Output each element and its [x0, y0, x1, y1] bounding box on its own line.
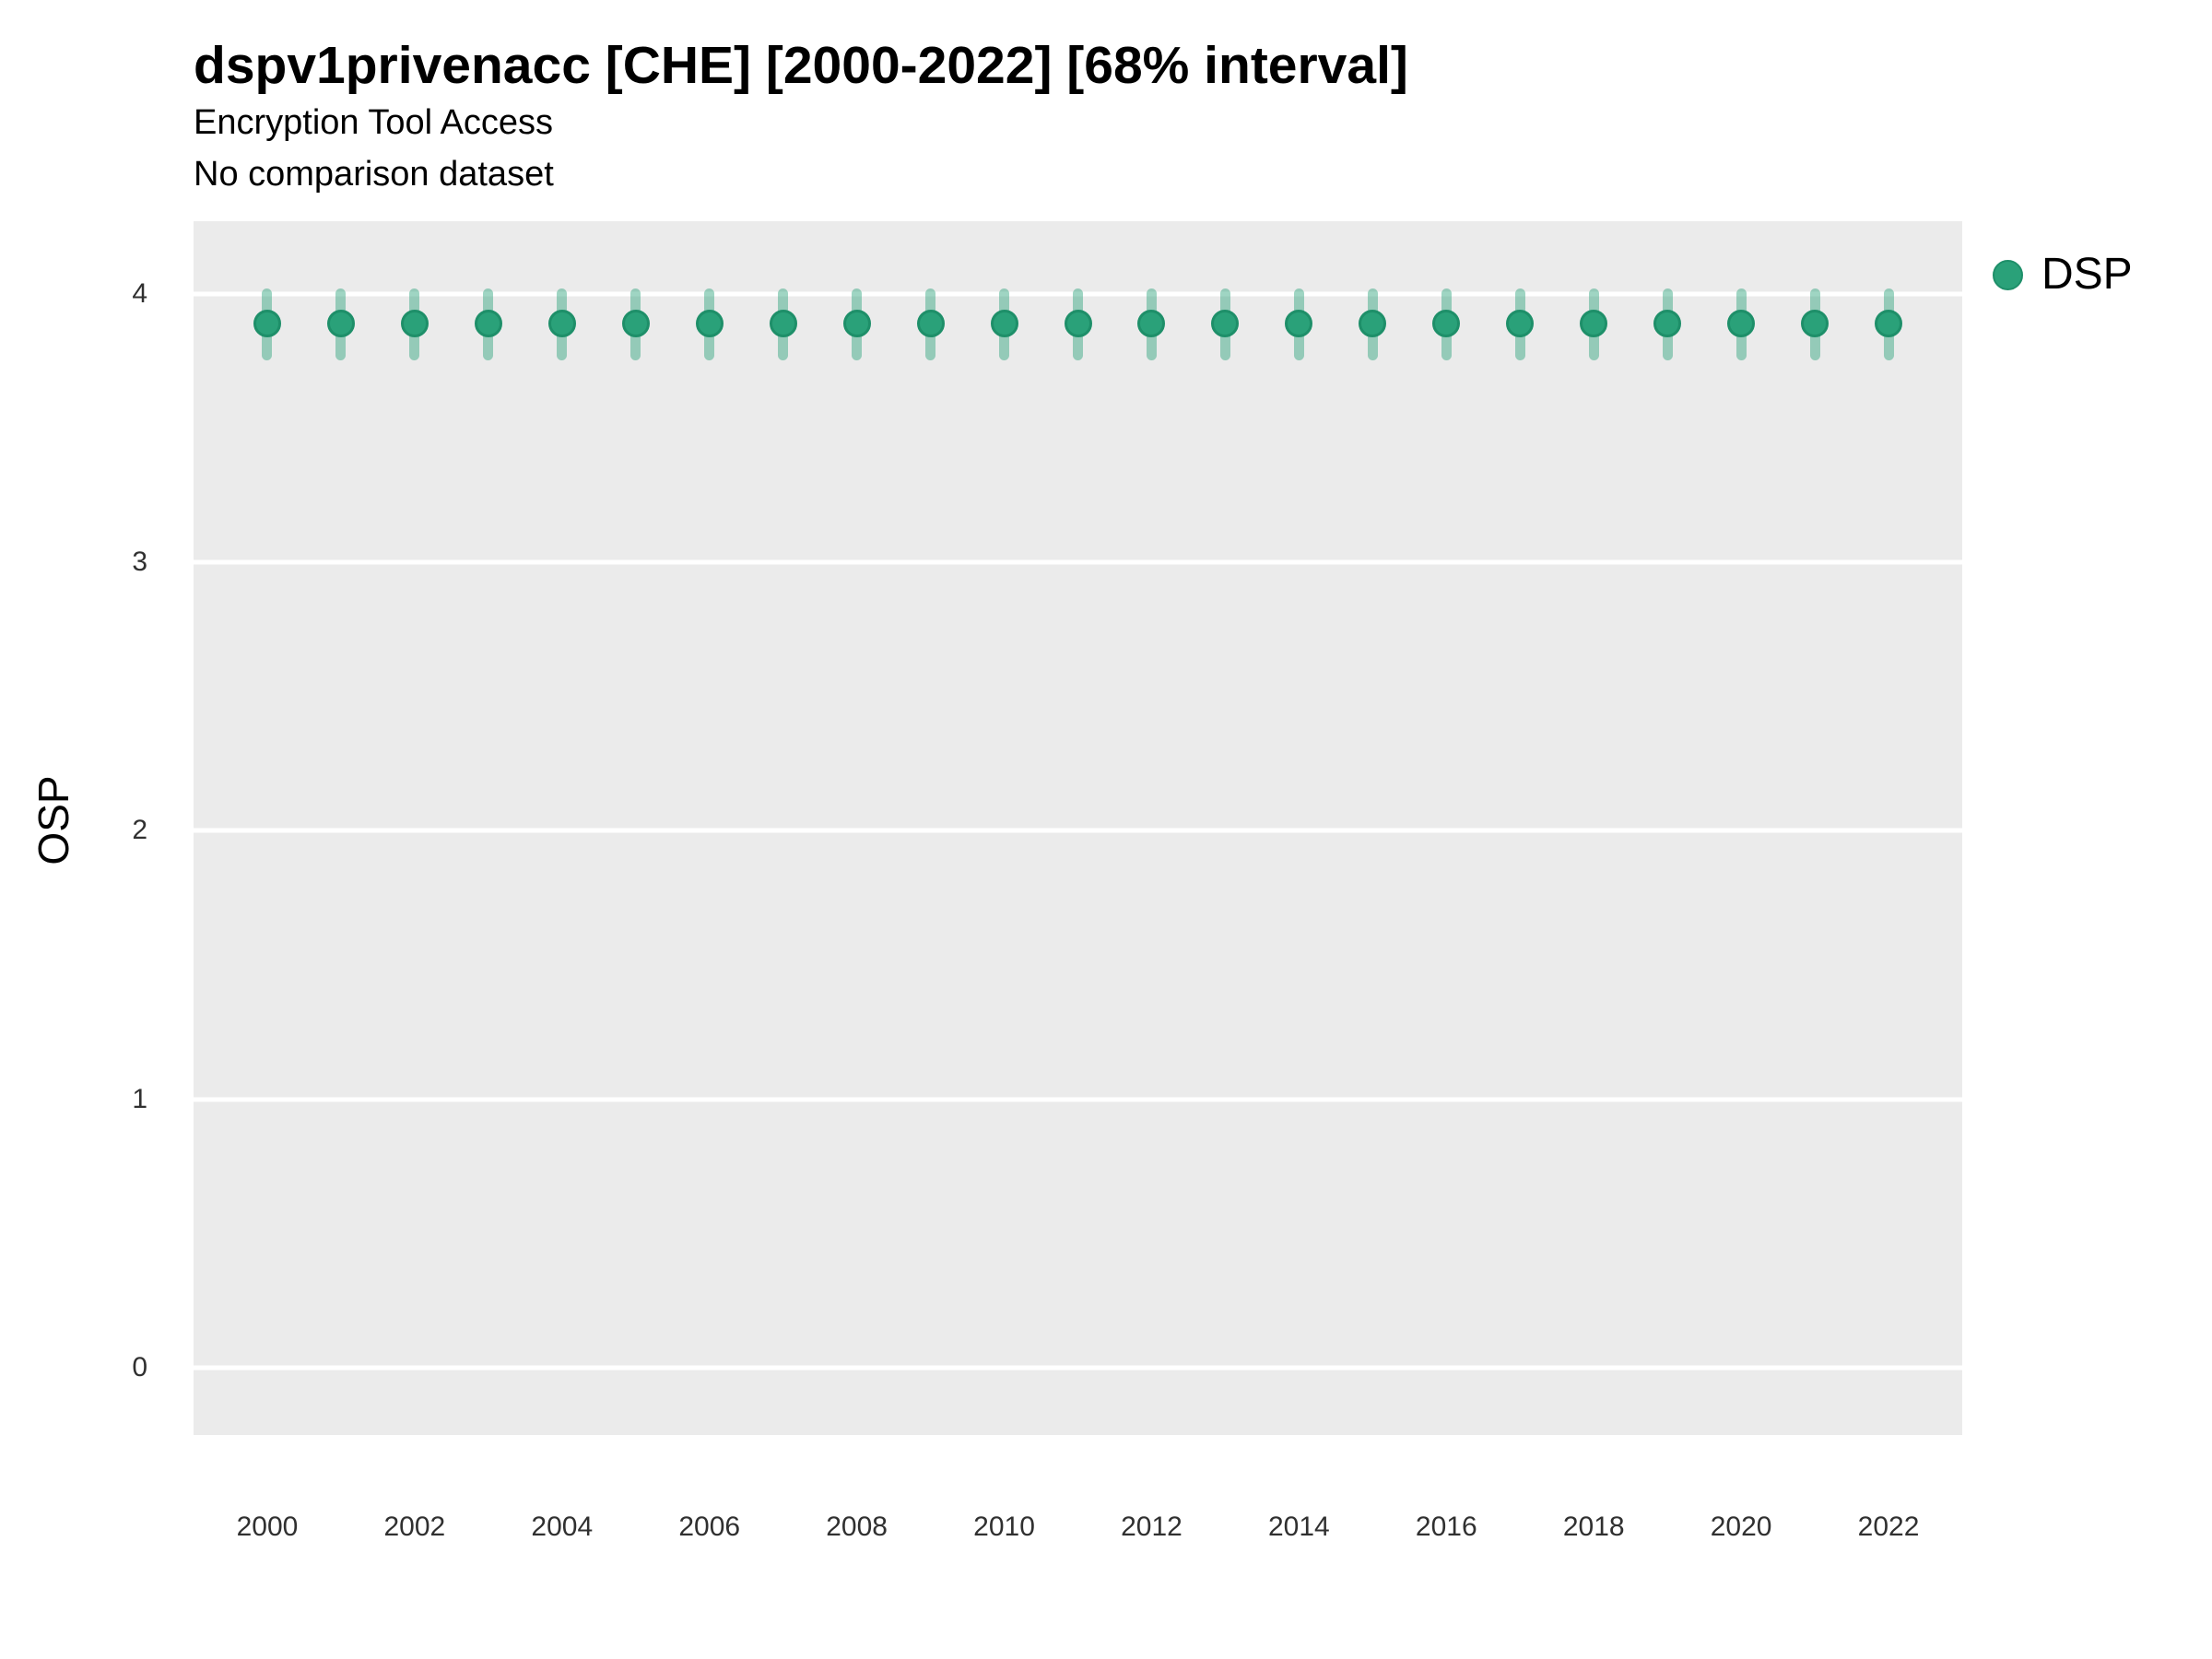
gridline-y-1	[194, 1097, 1962, 1102]
data-point-2001	[326, 309, 355, 337]
data-point-2002	[400, 309, 429, 337]
data-point-2013	[1211, 309, 1240, 337]
y-tick-label-4: 4	[132, 277, 147, 309]
y-tick-label-2: 2	[132, 815, 147, 846]
data-point-2004	[547, 309, 576, 337]
gridline-y-4	[194, 291, 1962, 297]
data-point-2014	[1285, 309, 1313, 337]
data-point-2008	[842, 309, 871, 337]
gridline-y-0	[194, 1365, 1962, 1371]
chart-caption: No comparison dataset	[194, 155, 554, 194]
chart-title: dspv1privenacc [CHE] [2000-2022] [68% in…	[194, 36, 1408, 95]
x-tick-label-2022: 2022	[1857, 1512, 1920, 1542]
plot-panel	[194, 221, 1962, 1435]
y-tick-label-1: 1	[132, 1083, 147, 1114]
legend: DSP	[1993, 250, 2133, 300]
x-tick-label-2000: 2000	[236, 1512, 299, 1542]
legend-point-icon	[1993, 259, 2023, 290]
x-tick-label-2014: 2014	[1268, 1512, 1330, 1542]
x-tick-label-2006: 2006	[678, 1512, 741, 1542]
x-tick-label-2002: 2002	[383, 1512, 446, 1542]
data-point-2011	[1064, 309, 1092, 337]
x-tick-label-2018: 2018	[1562, 1512, 1625, 1542]
data-point-2020	[1727, 309, 1756, 337]
data-point-2000	[253, 309, 281, 337]
data-point-2005	[621, 309, 650, 337]
data-point-2009	[916, 309, 945, 337]
data-point-2010	[990, 309, 1018, 337]
data-point-2018	[1580, 309, 1608, 337]
x-tick-label-2004: 2004	[531, 1512, 594, 1542]
data-point-2007	[769, 309, 797, 337]
x-tick-label-2020: 2020	[1710, 1512, 1772, 1542]
data-point-2017	[1506, 309, 1535, 337]
x-tick-label-2012: 2012	[1121, 1512, 1182, 1542]
x-tick-label-2008: 2008	[826, 1512, 888, 1542]
y-tick-label-0: 0	[132, 1352, 147, 1383]
data-point-2015	[1359, 309, 1387, 337]
data-point-2006	[695, 309, 724, 337]
x-tick-label-2010: 2010	[973, 1512, 1035, 1542]
x-tick-label-2016: 2016	[1415, 1512, 1477, 1542]
legend-label: DSP	[2041, 250, 2133, 299]
data-point-2012	[1137, 309, 1166, 337]
gridline-y-3	[194, 559, 1962, 565]
data-point-2019	[1653, 309, 1682, 337]
data-point-2021	[1801, 309, 1830, 337]
data-point-2016	[1432, 309, 1461, 337]
data-point-2022	[1875, 309, 1903, 337]
gridline-y-2	[194, 828, 1962, 833]
y-tick-label-3: 3	[132, 547, 147, 578]
chart-subtitle: Encryption Tool Access	[194, 103, 554, 142]
data-point-2003	[474, 309, 502, 337]
